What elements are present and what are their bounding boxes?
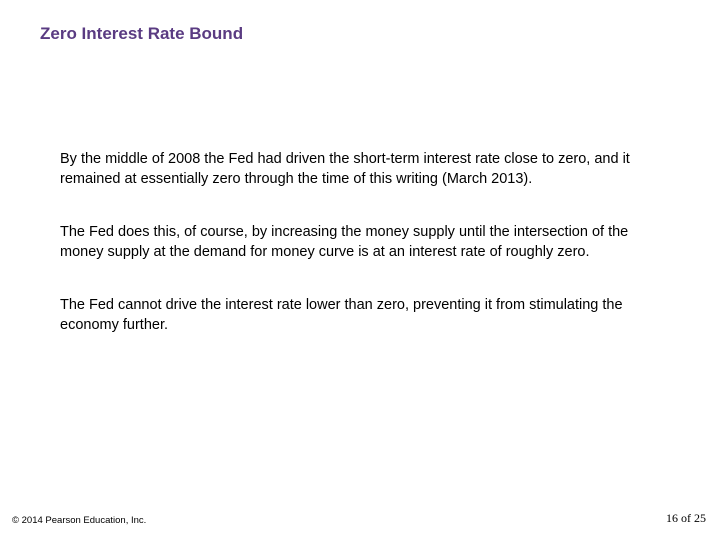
paragraph: The Fed cannot drive the interest rate l… — [60, 296, 660, 335]
paragraph: By the middle of 2008 the Fed had driven… — [60, 150, 660, 189]
paragraph: The Fed does this, of course, by increas… — [60, 223, 660, 262]
slide: Zero Interest Rate Bound By the middle o… — [0, 0, 720, 540]
copyright-text: © 2014 Pearson Education, Inc. — [12, 515, 146, 526]
slide-body: By the middle of 2008 the Fed had driven… — [60, 150, 660, 369]
slide-title: Zero Interest Rate Bound — [40, 24, 680, 44]
page-number: 16 of 25 — [666, 511, 706, 526]
